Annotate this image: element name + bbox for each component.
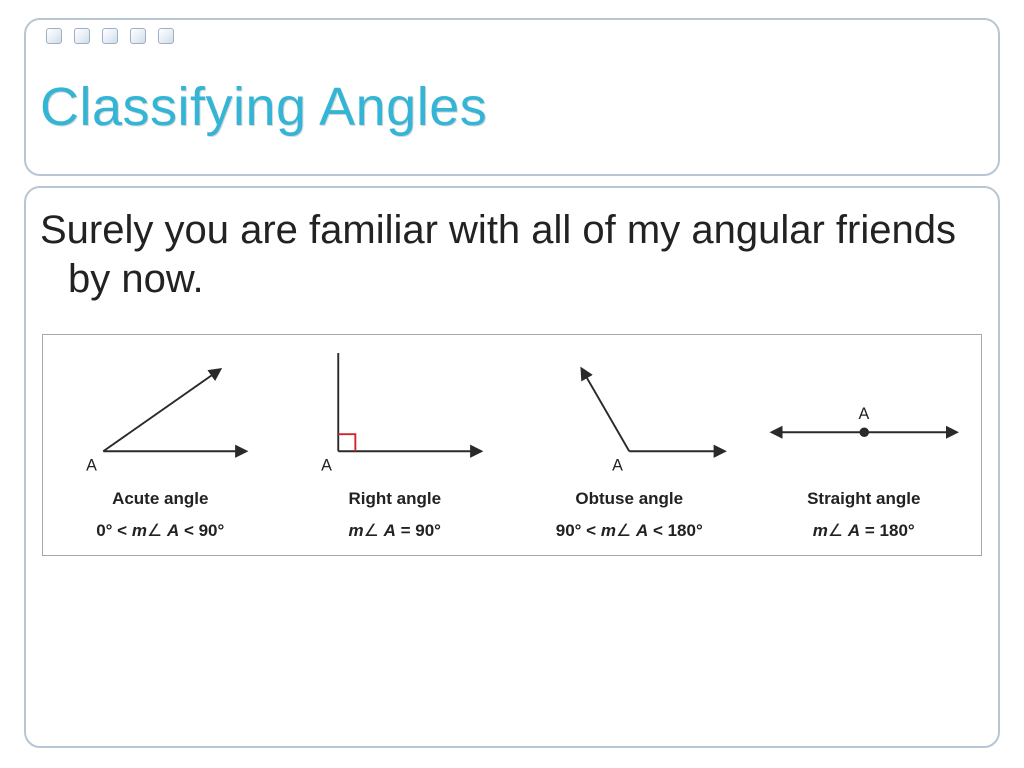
bullet-icon — [158, 28, 174, 44]
angle-name: Obtuse angle — [575, 489, 683, 509]
obtuse-angle-diagram: A — [520, 353, 739, 483]
svg-text:A: A — [858, 405, 869, 423]
bullet-icon — [102, 28, 118, 44]
svg-text:A: A — [612, 456, 623, 474]
slide-title: Classifying Angles — [40, 76, 487, 138]
bullet-icon — [130, 28, 146, 44]
cell-obtuse: A Obtuse angle 90° < m∠ A < 180° — [512, 335, 747, 555]
angle-name: Straight angle — [807, 489, 920, 509]
title-frame: Classifying Angles — [24, 18, 1000, 176]
angle-formula: m∠ A = 90° — [349, 521, 441, 541]
title-bullets — [46, 28, 174, 44]
acute-angle-diagram: A — [51, 353, 270, 483]
cell-acute: A Acute angle 0° < m∠ A < 90° — [43, 335, 278, 555]
bullet-icon — [74, 28, 90, 44]
angle-name: Right angle — [348, 489, 441, 509]
straight-angle-diagram: A — [755, 353, 974, 483]
angle-formula: 90° < m∠ A < 180° — [556, 521, 703, 541]
body-frame: Surely you are familiar with all of my a… — [24, 186, 1000, 748]
angle-table: A Acute angle 0° < m∠ A < 90° A Right an… — [42, 334, 982, 556]
cell-right: A Right angle m∠ A = 90° — [278, 335, 513, 555]
angle-formula: m∠ A = 180° — [813, 521, 915, 541]
svg-text:A: A — [86, 456, 97, 474]
angle-formula: 0° < m∠ A < 90° — [96, 521, 224, 541]
right-angle-diagram: A — [286, 353, 505, 483]
lead-text: Surely you are familiar with all of my a… — [40, 206, 980, 304]
angle-name: Acute angle — [112, 489, 208, 509]
cell-straight: A Straight angle m∠ A = 180° — [747, 335, 982, 555]
svg-text:A: A — [321, 456, 332, 474]
bullet-icon — [46, 28, 62, 44]
